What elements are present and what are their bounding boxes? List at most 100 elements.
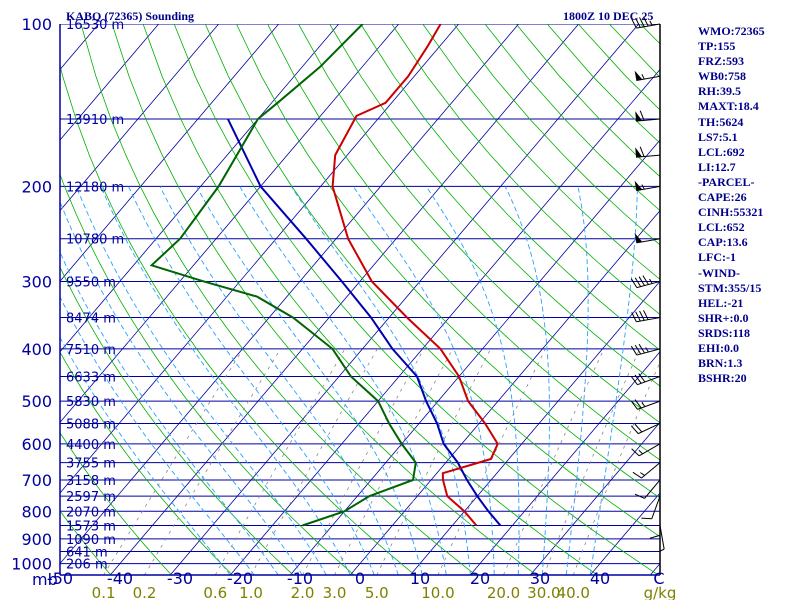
wind-barb-full (634, 344, 642, 355)
height-label: 1573 m (66, 519, 116, 534)
mixing-ratio-line (376, 348, 491, 575)
mixing-ratio-label: 40.0 (557, 584, 590, 600)
index-item: MAXT:18.4 (698, 99, 759, 114)
wind-barb (631, 310, 661, 323)
index-item: BRN:1.3 (698, 356, 743, 371)
wind-barb-full (634, 493, 645, 499)
index-item: CINH:55321 (698, 205, 764, 220)
index-item: TP:155 (698, 39, 736, 54)
wind-barb-full (639, 17, 645, 28)
index-item: STM:355/15 (698, 280, 762, 295)
wind-barb-full (631, 448, 640, 457)
wind-barb-staff (651, 495, 661, 519)
dry-adiabat (422, 24, 660, 280)
mixing-ratio-label: 30.0 (527, 584, 560, 600)
moist-adiabat (565, 186, 589, 575)
isotherm-line (109, 24, 579, 575)
isotherm-line (60, 24, 339, 353)
height-label: 10780 m (66, 233, 124, 248)
isotherm-line (60, 24, 219, 212)
isotherm-line (529, 421, 660, 575)
wind-barb (631, 443, 661, 457)
wind-barb-half (638, 449, 644, 455)
wind-barb-full (630, 278, 638, 288)
dry-adiabat (204, 24, 660, 538)
wind-barb (634, 233, 661, 244)
mixing-ratio-line (250, 348, 378, 575)
isotherm-line (349, 210, 660, 575)
wind-barb-full (634, 423, 643, 433)
mixing-ratio-label: 5.0 (365, 584, 389, 600)
wind-barb (630, 423, 661, 435)
dry-adiabat (60, 351, 233, 575)
index-item: TH:5624 (698, 114, 744, 129)
height-label: 3755 m (66, 457, 116, 472)
wind-barb (634, 180, 661, 192)
wind-barb (631, 16, 661, 29)
wind-barb-staff (644, 479, 661, 499)
wind-barb (641, 495, 661, 520)
wind-barb-staff (636, 185, 661, 192)
wind-barb (635, 110, 661, 122)
chart-title-time: 1800Z 10 DEC 25 (563, 9, 654, 23)
height-label: 3158 m (66, 474, 116, 489)
moist-adiabat (60, 251, 279, 575)
isotherm-line (60, 24, 279, 282)
wind-barb-full (635, 17, 641, 28)
index-item: FRZ:593 (698, 54, 744, 69)
moist-adiabat (75, 186, 327, 575)
wind-barb-flag (634, 70, 643, 81)
wind-barb-full (638, 373, 646, 383)
mixing-ratio-line (302, 348, 425, 575)
pressure-tick-label: 800 (21, 502, 52, 521)
wind-barb-full (634, 277, 642, 287)
moist-adiabat (239, 186, 447, 575)
temperature-tick-label: -20 (227, 569, 253, 588)
mixing-ratio-unit-label: g/kg (644, 584, 677, 600)
wind-barb (630, 343, 661, 356)
index-item: BSHR:20 (698, 371, 747, 386)
index-item: LS7:5.1 (698, 129, 738, 144)
mixing-ratio-line (503, 348, 605, 575)
height-label: 13910 m (66, 113, 124, 128)
wind-barb-full (630, 425, 639, 434)
moist-adiabat (196, 186, 423, 575)
wind-barb-half (641, 184, 645, 190)
index-item: -PARCEL- (698, 174, 755, 189)
isotherm-line (169, 24, 639, 575)
wind-barb (634, 70, 661, 81)
index-item: CAP:13.6 (698, 235, 748, 250)
wind-barb-half (641, 74, 645, 80)
wind-barb-half (640, 472, 645, 476)
wind-barb-flag (634, 233, 643, 243)
isotherm-line (60, 24, 459, 494)
wind-barb (635, 146, 661, 158)
pressure-tick-label: 100 (21, 15, 52, 34)
mixing-ratio-label: 10.0 (421, 584, 454, 600)
dry-adiabat (60, 266, 294, 575)
wind-barb-staff (636, 348, 661, 356)
temperature-tick-label: 10 (410, 569, 430, 588)
temperature-tick-label: 40 (590, 569, 610, 588)
mixing-ratio-label: 3.0 (323, 584, 347, 600)
mixing-ratio-label: 1.0 (239, 584, 263, 600)
isotherm-line (0, 24, 39, 575)
index-item: EHI:0.0 (698, 340, 740, 355)
wind-barb-flag (635, 147, 643, 158)
temperature-tick-label: -40 (107, 569, 133, 588)
wind-barb-half (649, 278, 653, 284)
moist-adiabat (425, 186, 520, 575)
dry-adiabat (60, 63, 416, 575)
wind-barb-full (632, 471, 642, 479)
temperature-tick-label: 0 (355, 569, 365, 588)
index-item: WB0:758 (698, 69, 746, 84)
moist-adiabat (128, 186, 375, 575)
height-label: 9550 m (66, 275, 116, 290)
index-item: LI:12.7 (698, 159, 736, 174)
wind-barb-staff (637, 400, 661, 410)
mixing-ratio-line (334, 348, 454, 575)
index-item: LFC:-1 (698, 250, 736, 265)
mixing-ratio-line (103, 348, 244, 575)
wind-barb-full (631, 312, 637, 322)
